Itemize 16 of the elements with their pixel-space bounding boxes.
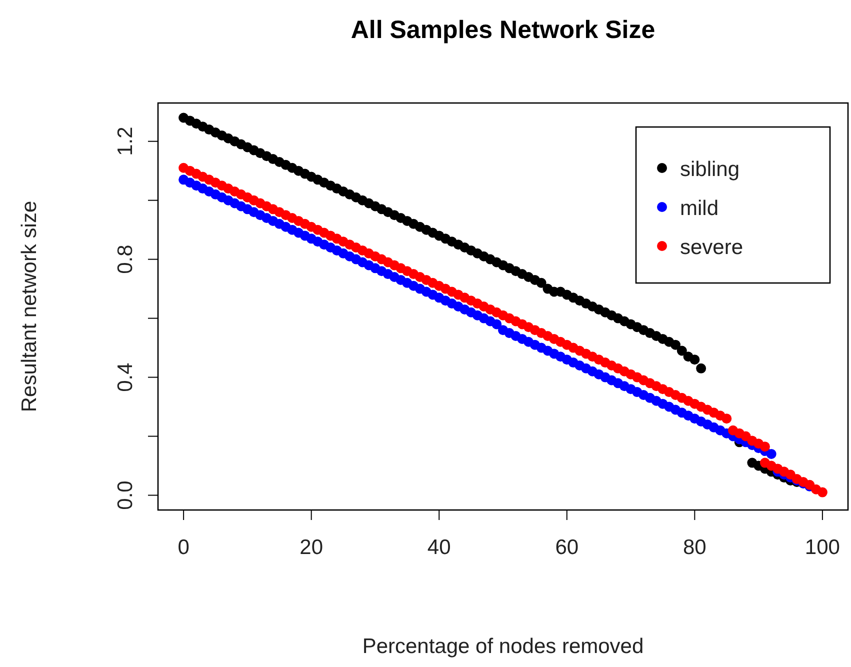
legend-label: mild <box>680 197 719 220</box>
x-tick-label: 20 <box>300 536 324 559</box>
y-axis-title: Resultant network size <box>18 200 41 412</box>
x-axis-title: Percentage of nodes removed <box>362 635 644 658</box>
y-tick-label: 0.8 <box>114 244 137 274</box>
x-tick-label: 100 <box>804 536 840 559</box>
y-tick-label: 1.2 <box>114 126 137 156</box>
x-tick-label: 80 <box>682 536 706 559</box>
x-tick-label: 0 <box>178 536 190 559</box>
x-tick-label: 40 <box>427 536 451 559</box>
x-tick-label: 60 <box>555 536 579 559</box>
y-tick-label: 0.0 <box>114 480 137 510</box>
y-tick-label: 0.4 <box>114 362 137 392</box>
legend-label: severe <box>680 236 744 259</box>
legend-label: sibling <box>680 158 740 181</box>
chart-title: All Samples Network Size <box>350 16 656 44</box>
